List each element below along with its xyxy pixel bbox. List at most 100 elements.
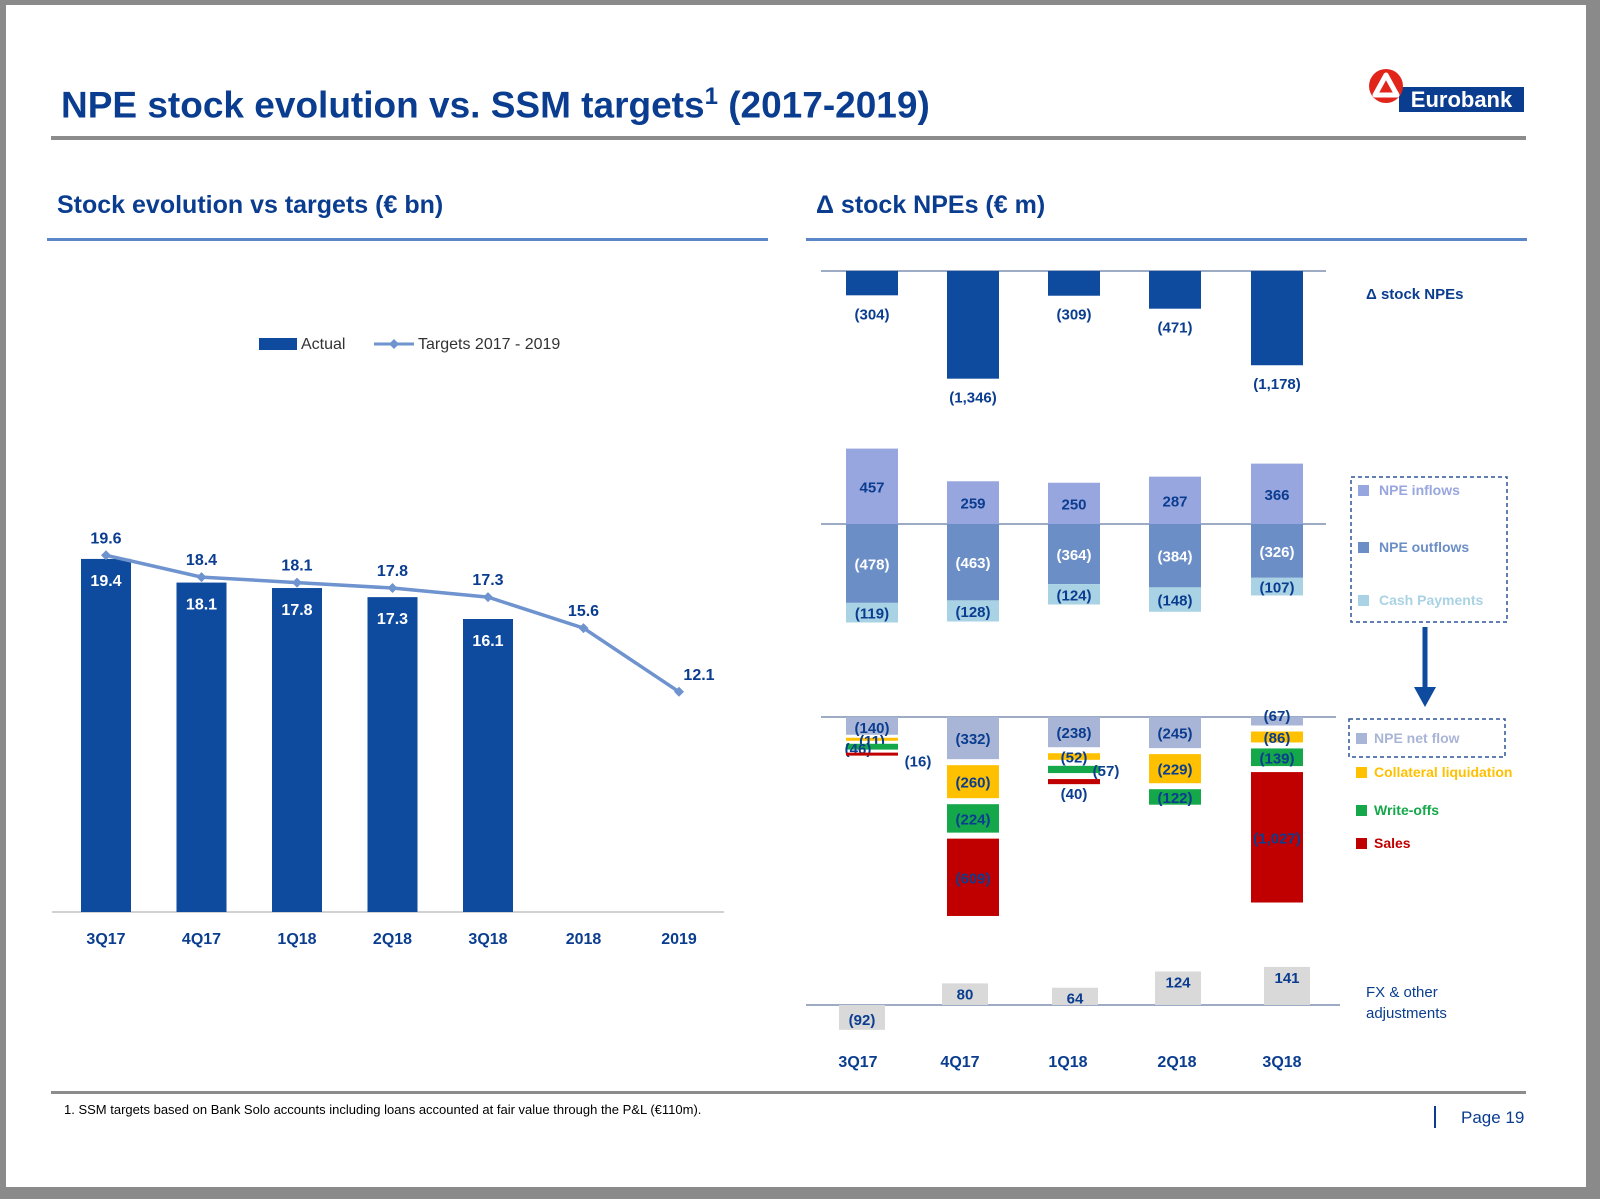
cash-payment-bar xyxy=(1149,587,1201,612)
collateral-value-label: (86) xyxy=(1264,730,1291,747)
target-point xyxy=(292,577,302,588)
delta-stock-bar xyxy=(947,271,999,379)
sales-value-label: (609) xyxy=(955,870,990,887)
fx-value-label: 80 xyxy=(957,986,974,1003)
target-value-label: 17.3 xyxy=(472,572,503,589)
sales-value-label: (40) xyxy=(1061,786,1088,803)
netflow-value-label: (238) xyxy=(1056,725,1091,742)
left-section-divider xyxy=(47,238,768,241)
legend-target-label: Targets 2017 - 2019 xyxy=(418,336,560,353)
cash-value-label: (128) xyxy=(955,604,990,621)
right-section-divider xyxy=(806,238,1527,241)
legend-label: NPE net flow xyxy=(1374,730,1460,746)
sales-value-label: (16) xyxy=(905,754,932,771)
page-title: NPE stock evolution vs. SSM targets1 (20… xyxy=(61,83,930,126)
delta-stock-bar xyxy=(1251,271,1303,366)
inflow-value-label: 259 xyxy=(960,496,985,513)
netflow-bar xyxy=(1251,717,1303,726)
fx-value-label: 141 xyxy=(1274,970,1299,987)
netflow-value-label: (332) xyxy=(955,731,990,748)
netflow-bar xyxy=(1048,717,1100,748)
target-point xyxy=(387,583,398,594)
x-tick-label: 3Q18 xyxy=(468,931,507,948)
legend-label: Cash Payments xyxy=(1379,592,1483,608)
writeoff-bar xyxy=(1048,765,1100,774)
inflow-value-label: 287 xyxy=(1162,493,1187,510)
inflow-value-label: 250 xyxy=(1061,496,1086,513)
inflow-value-label: 457 xyxy=(859,479,884,496)
target-value-label: 17.8 xyxy=(377,563,408,580)
x-tick-label: 3Q17 xyxy=(86,931,125,948)
actual-value-label: 17.3 xyxy=(377,611,408,628)
outflow-bar xyxy=(947,524,999,601)
actual-value-label: 18.1 xyxy=(186,597,217,614)
writeoff-value-label: (139) xyxy=(1259,750,1294,767)
collateral-value-label: (52) xyxy=(1061,750,1088,767)
target-value-label: 18.4 xyxy=(186,552,217,569)
cash-payment-bar xyxy=(846,602,898,623)
target-value-label: 19.6 xyxy=(90,530,121,547)
eurobank-logo: Eurobank xyxy=(1367,67,1527,115)
collateral-value-label: (260) xyxy=(955,775,990,792)
outflow-bar xyxy=(846,524,898,603)
outflow-bar xyxy=(1251,524,1303,578)
cash-payment-bar xyxy=(1048,584,1100,605)
target-point xyxy=(674,686,684,697)
x-tick-label: 2018 xyxy=(566,931,602,948)
bar-value-label: (471) xyxy=(1157,320,1192,337)
target-point xyxy=(101,550,111,561)
page-number: Page 19 xyxy=(1461,1108,1525,1127)
x-tick-label: 1Q18 xyxy=(1048,1054,1087,1071)
actual-value-label: 17.8 xyxy=(281,602,312,619)
collateral-bar xyxy=(1149,754,1201,784)
x-tick-label: 1Q18 xyxy=(277,931,316,948)
writeoff-value-label: (224) xyxy=(955,811,990,828)
bar-value-label: (309) xyxy=(1056,307,1091,324)
target-point xyxy=(578,623,589,634)
cash-value-label: (119) xyxy=(855,606,889,623)
collateral-bar xyxy=(947,765,999,799)
outflow-value-label: (326) xyxy=(1259,544,1294,561)
x-tick-label: 2019 xyxy=(661,931,697,948)
fx-value-label: (92) xyxy=(849,1012,876,1029)
title-suffix: (2017-2019) xyxy=(717,84,930,126)
x-tick-label: 3Q18 xyxy=(1262,1054,1301,1071)
panel4-label-line2: adjustments xyxy=(1366,1005,1447,1022)
bar-value-label: (304) xyxy=(854,306,889,323)
inflow-value-label: 366 xyxy=(1264,487,1289,504)
inflow-bar xyxy=(947,481,999,524)
title-footnote-mark: 1 xyxy=(704,83,718,110)
legend-swatch xyxy=(1356,838,1367,849)
writeoff-value-label: (122) xyxy=(1157,790,1192,807)
panel4-label-line1: FX & other xyxy=(1366,984,1438,1001)
outflow-bar xyxy=(1048,524,1100,585)
outflow-value-label: (478) xyxy=(854,556,889,573)
writeoff-bar xyxy=(1149,789,1201,805)
legend-swatch xyxy=(1356,733,1367,744)
legend-label: Sales xyxy=(1374,835,1411,851)
target-point xyxy=(196,572,207,583)
legend-label: Collateral liquidation xyxy=(1374,764,1512,780)
fx-bar xyxy=(942,983,988,1005)
left-section-title: Stock evolution vs targets (€ bn) xyxy=(57,191,444,219)
footer-divider xyxy=(51,1091,1526,1094)
delta-stock-chart: (304) (1,346) (309) (471) (1,178) Δ stock NPE… xyxy=(806,270,1512,1071)
sales-bar xyxy=(846,752,898,756)
netflow-bar xyxy=(846,717,898,735)
legend-target-marker xyxy=(389,339,399,349)
actual-bar xyxy=(272,588,322,912)
legend-label: NPE outflows xyxy=(1379,539,1469,555)
fx-bar xyxy=(1264,966,1310,1005)
fx-bar xyxy=(839,1005,885,1030)
sales-value-label: (1,027) xyxy=(1253,830,1301,847)
legend-box-netflow xyxy=(1348,718,1506,758)
netflow-value-label: (67) xyxy=(1264,708,1291,725)
x-tick-label: 4Q17 xyxy=(940,1054,979,1071)
writeoff-value-label: (57) xyxy=(1093,763,1120,780)
collateral-bar xyxy=(1251,731,1303,743)
writeoff-bar xyxy=(1251,748,1303,767)
cash-value-label: (124) xyxy=(1056,587,1091,604)
legend-swatch xyxy=(1356,767,1367,778)
cash-value-label: (107) xyxy=(1259,580,1294,597)
footnote: 1. SSM targets based on Bank Solo accoun… xyxy=(64,1102,702,1117)
